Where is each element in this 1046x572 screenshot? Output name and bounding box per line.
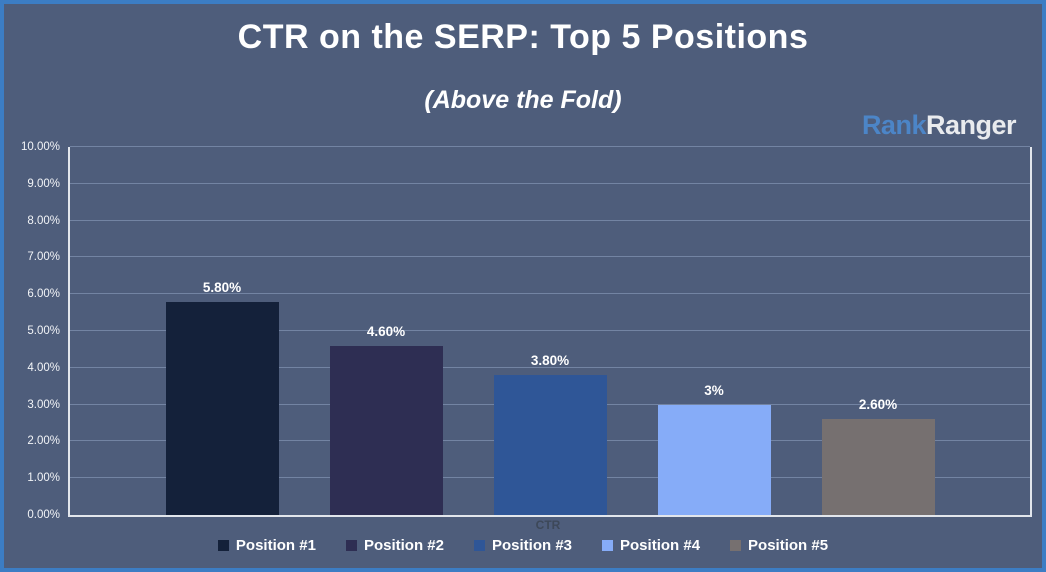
legend-swatch [345, 540, 357, 551]
y-axis-tick-label: 3.00% [27, 398, 60, 411]
legend-item-position-3: Position #3 [473, 537, 573, 554]
gridline [70, 366, 1030, 368]
legend: Position #1 Position #2 Position #3 Positio… [4, 537, 1042, 554]
legend-label: Position #5 [748, 537, 829, 554]
bar-position-4: 3% [657, 383, 771, 515]
y-axis-tick-label: 5.00% [27, 325, 60, 337]
bar-position-1: 5.80% [165, 280, 279, 515]
legend-swatch [602, 540, 614, 551]
y-axis-tick-label: 1.00% [27, 472, 60, 485]
y-axis-tick-label: 4.00% [27, 361, 60, 374]
gridline [70, 182, 1030, 184]
legend-item-position-5: Position #5 [730, 537, 828, 554]
y-axis-tick-label: 10.00% [20, 141, 60, 153]
y-axis-tick-label: 8.00% [27, 214, 60, 227]
bar-value-label: 4.60% [366, 323, 406, 339]
legend-swatch [730, 540, 742, 551]
y-axis-tick-label: 9.00% [27, 177, 60, 190]
bar-position-3: 3.80% [493, 353, 607, 515]
gridline [70, 256, 1030, 258]
legend-item-position-1: Position #1 [217, 537, 316, 554]
bar-position-5: 2.60% [821, 397, 935, 515]
gridline [70, 293, 1030, 295]
logo-ranger-text: Ranger [925, 110, 1017, 140]
chart-title: CTR on the SERP: Top 5 Positions [237, 18, 809, 56]
legend-swatch [217, 540, 229, 551]
y-axis-tick-label: 7.00% [27, 251, 60, 264]
plot-area: 0.00% 1.00% 2.00% 3.00% 4.00% 5.00% 6.00% 7.00%… [21, 141, 1032, 521]
bars-layer: 5.80% 4.60% 3.80% 3% 2.60% [70, 147, 1030, 515]
rankranger-logo: RankRanger [861, 110, 1017, 141]
y-axis-tick-label: 0.00% [27, 509, 60, 521]
legend-label: Position #1 [235, 537, 316, 554]
bar-position-2: 4.60% [329, 324, 443, 515]
legend-item-position-4: Position #4 [602, 537, 700, 554]
gridline [70, 146, 1030, 147]
legend-item-position-2: Position #2 [345, 537, 444, 554]
legend-swatch [473, 540, 485, 551]
legend-label: Position #2 [363, 537, 444, 554]
legend-label: Position #4 [620, 537, 701, 554]
gridline [70, 330, 1030, 331]
bar-value-label: 2.60% [858, 397, 898, 413]
gridline [70, 219, 1030, 221]
y-axis-tick-label: 6.00% [27, 288, 60, 301]
chart-subtitle: (Above the Fold) [424, 86, 622, 114]
bar-value-label: 5.80% [202, 279, 242, 295]
bar-value-label: 3.80% [530, 353, 570, 369]
logo-rank-text: Rank [861, 110, 927, 140]
bar-value-label: 3% [704, 382, 724, 398]
legend-label: Position #3 [491, 537, 573, 554]
x-axis-label: CTR [535, 518, 561, 532]
y-axis-tick-label: 2.00% [27, 435, 60, 448]
